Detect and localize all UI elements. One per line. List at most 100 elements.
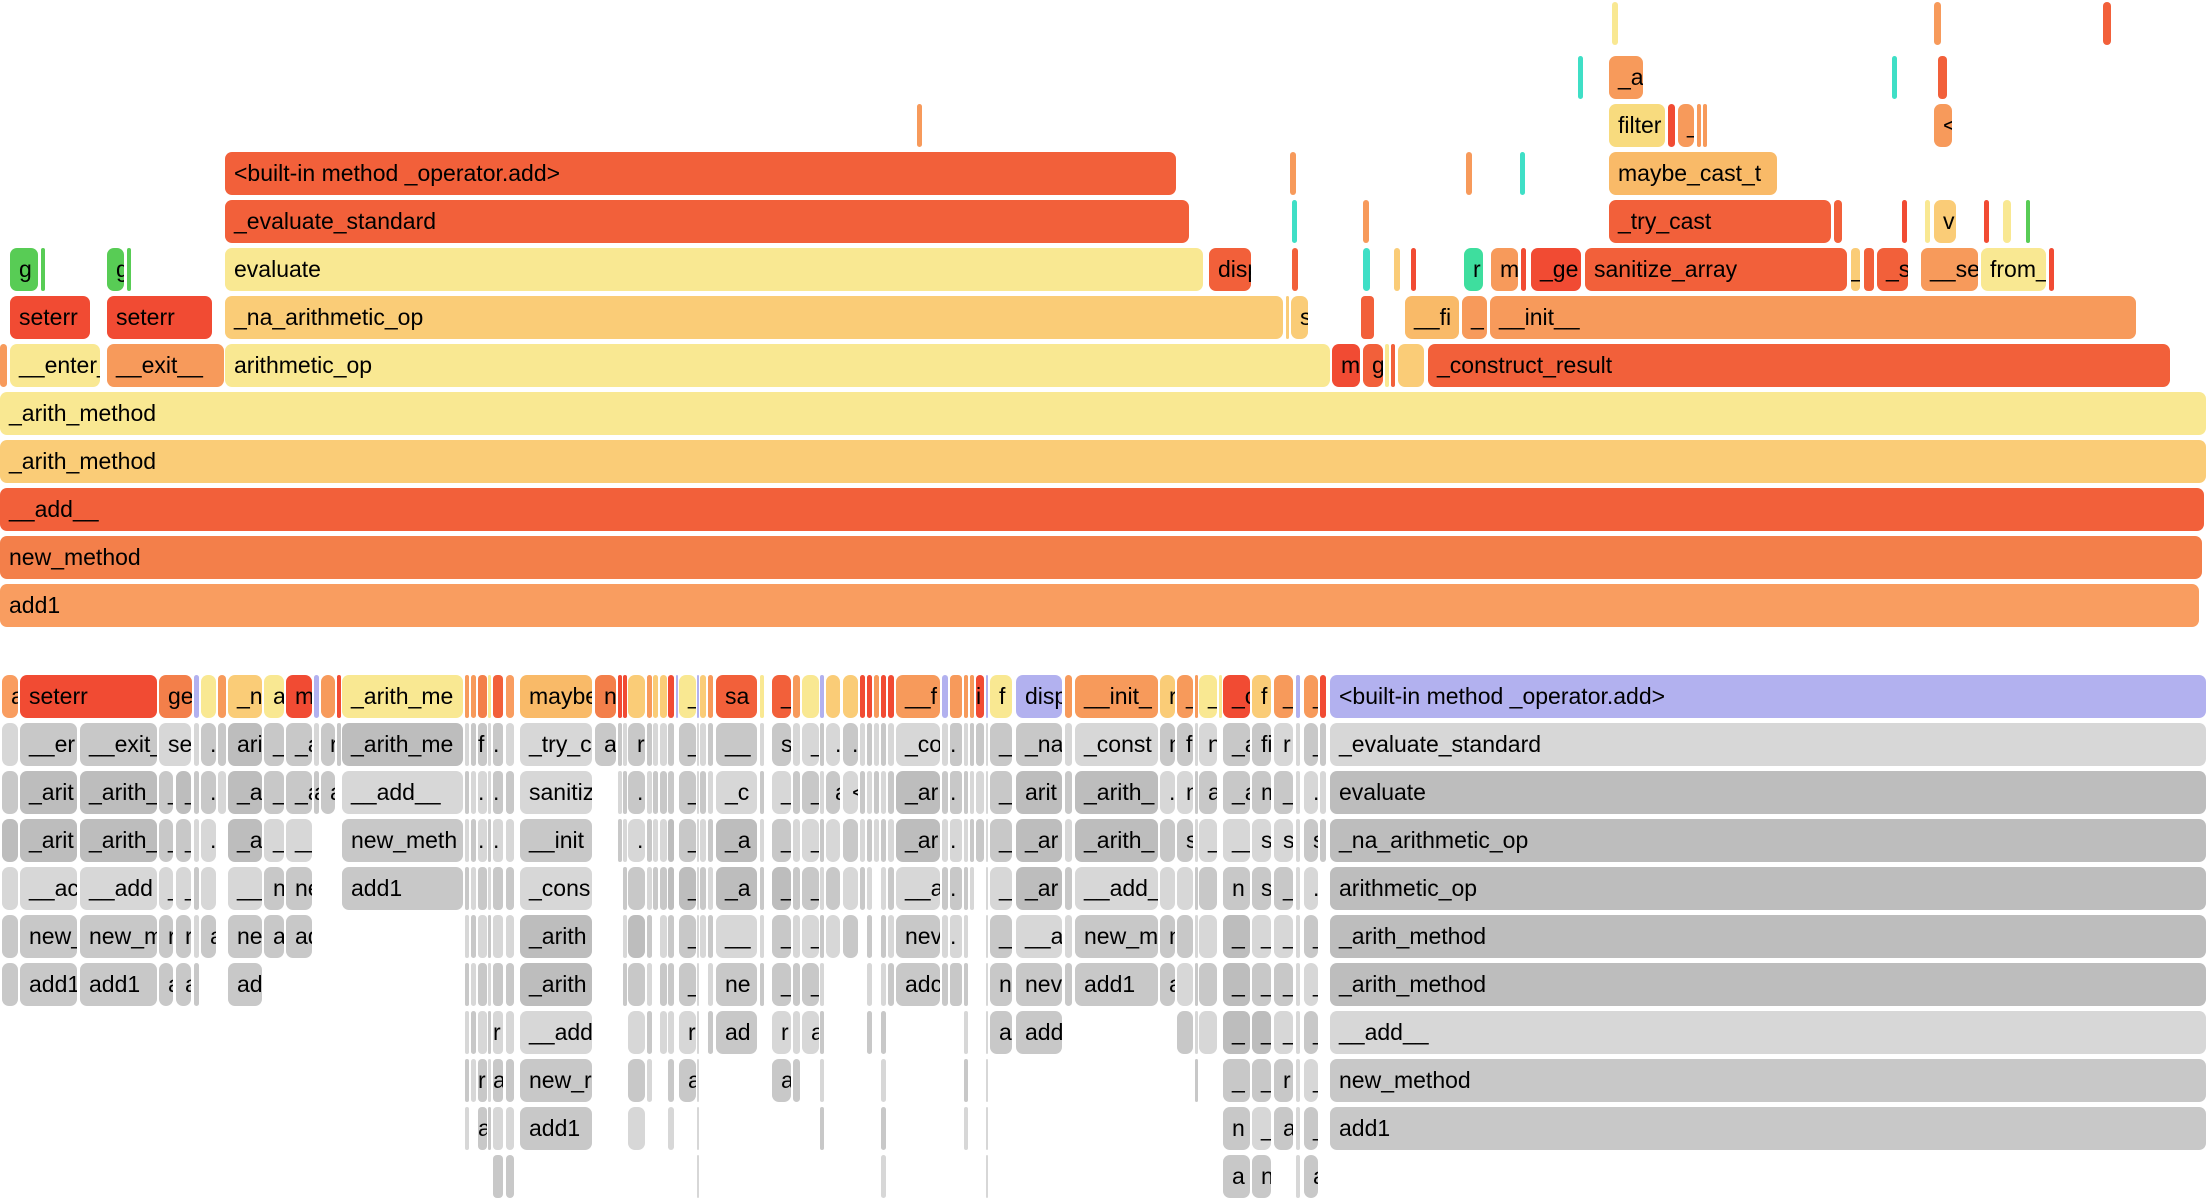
flame-frame-sliver[interactable] (793, 1011, 800, 1054)
flame-frame-sliver[interactable] (1199, 963, 1217, 1006)
flame-frame-sliver[interactable] (843, 915, 858, 958)
flame-frame-sliver[interactable] (660, 771, 667, 814)
flame-frame[interactable]: _arith (520, 963, 592, 1006)
flame-frame-sliver[interactable] (660, 675, 667, 718)
flame-frame[interactable]: _ar (1016, 819, 1062, 862)
flame-frame-sliver[interactable] (194, 723, 199, 766)
flame-frame[interactable]: a (595, 723, 616, 766)
flame-frame-sliver[interactable] (471, 723, 476, 766)
flame-frame[interactable]: s (1291, 296, 1308, 339)
flame-frame[interactable]: _cons (520, 867, 592, 910)
flame-frame-sliver[interactable] (1160, 867, 1175, 910)
flame-frame[interactable]: a (1160, 963, 1175, 1006)
flame-frame[interactable]: _ (1274, 963, 1293, 1006)
flame-frame-sliver[interactable] (888, 675, 894, 718)
flame-frame[interactable]: n (1199, 723, 1217, 766)
flame-frame-sliver[interactable] (201, 867, 216, 910)
flame-frame-sliver[interactable] (986, 1155, 988, 1198)
flame-frame[interactable]: r (478, 1059, 487, 1102)
flame-frame[interactable]: . (201, 723, 216, 766)
flame-frame-sliver[interactable] (1296, 1107, 1300, 1150)
flame-frame-sliver[interactable] (1195, 867, 1198, 910)
flame-frame-sliver[interactable] (668, 963, 674, 1006)
flame-frame[interactable]: <built-in method _operator.add> (1330, 675, 2206, 718)
flame-frame[interactable]: r (321, 723, 335, 766)
flame-frame-sliver[interactable] (964, 819, 968, 862)
flame-frame-sliver[interactable] (697, 675, 699, 718)
flame-frame-sliver[interactable] (471, 867, 476, 910)
flame-frame-sliver[interactable] (2, 723, 18, 766)
flame-frame[interactable]: ne (716, 963, 757, 1006)
flame-frame[interactable]: _ (1252, 1059, 1271, 1102)
flame-frame-sliver[interactable] (668, 915, 674, 958)
flame-frame-sliver[interactable] (471, 819, 476, 862)
flame-frame[interactable]: arithmetic_op (225, 344, 1330, 387)
flame-frame[interactable]: _ (1252, 963, 1271, 1006)
flame-frame-sliver[interactable] (1065, 723, 1072, 766)
flame-frame[interactable]: _ (1177, 675, 1193, 718)
flame-frame[interactable]: new_m (1075, 915, 1158, 958)
flame-frame-sliver[interactable] (2, 963, 18, 1006)
flame-frame-sliver[interactable] (1177, 963, 1193, 1006)
flame-frame-sliver[interactable] (826, 915, 840, 958)
flame-frame-sliver[interactable] (964, 675, 968, 718)
flame-frame[interactable]: maybe_cast_t (1609, 152, 1777, 195)
flame-frame-sliver[interactable] (0, 344, 7, 387)
flame-frame-sliver[interactable] (218, 723, 226, 766)
flame-frame[interactable]: __f (896, 675, 940, 718)
flame-frame-sliver[interactable] (867, 771, 872, 814)
flame-frame[interactable]: __ (716, 723, 757, 766)
flame-frame-sliver[interactable] (488, 675, 491, 718)
flame-frame[interactable]: nev (1016, 963, 1062, 1006)
flame-frame-sliver[interactable] (488, 1011, 491, 1054)
flame-frame[interactable]: _ (990, 915, 1012, 958)
flame-frame[interactable]: a (1274, 1107, 1293, 1150)
flame-frame[interactable]: _c (1223, 675, 1250, 718)
flame-frame-sliver[interactable] (881, 723, 886, 766)
flame-frame-sliver[interactable] (697, 867, 699, 910)
flame-frame-sliver[interactable] (708, 1011, 713, 1054)
flame-frame-sliver[interactable] (1065, 867, 1072, 910)
flame-frame[interactable]: arithmetic_op (1330, 867, 2206, 910)
flame-frame-sliver[interactable] (986, 1107, 988, 1150)
flame-frame[interactable]: new_ (20, 915, 77, 958)
flame-frame-sliver[interactable] (820, 915, 824, 958)
flame-frame-sliver[interactable] (1296, 963, 1300, 1006)
flame-frame[interactable]: __a (1016, 915, 1062, 958)
flame-frame-sliver[interactable] (867, 675, 872, 718)
flame-frame-sliver[interactable] (820, 1011, 824, 1054)
flame-frame[interactable]: _construct_result (1428, 344, 2170, 387)
flame-frame[interactable]: _ (1252, 1011, 1271, 1054)
flame-frame[interactable]: . (493, 771, 503, 814)
flame-frame[interactable]: ne (286, 867, 312, 910)
flame-frame-sliver[interactable] (826, 819, 840, 862)
flame-frame-sliver[interactable] (708, 819, 713, 862)
flame-frame[interactable]: ge (159, 675, 192, 718)
flame-frame[interactable]: _c (716, 771, 757, 814)
flame-frame-sliver[interactable] (708, 723, 713, 766)
flame-frame-sliver[interactable] (697, 771, 699, 814)
flame-frame-sliver[interactable] (465, 675, 469, 718)
flame-frame-sliver[interactable] (760, 675, 764, 718)
flame-frame[interactable]: _a (716, 819, 757, 862)
flame-frame-sliver[interactable] (623, 915, 627, 958)
flame-frame-sliver[interactable] (860, 675, 865, 718)
flame-frame-sliver[interactable] (194, 675, 199, 718)
flame-frame-sliver[interactable] (970, 771, 974, 814)
flame-frame-sliver[interactable] (194, 819, 199, 862)
flame-frame-sliver[interactable] (697, 915, 699, 958)
flame-frame-sliver[interactable] (194, 963, 199, 1006)
flame-frame[interactable]: _ (802, 771, 819, 814)
flame-frame-sliver[interactable] (660, 723, 667, 766)
flame-frame-sliver[interactable] (1520, 152, 1525, 195)
flame-frame-sliver[interactable] (1612, 2, 1618, 45)
flame-frame-sliver[interactable] (493, 867, 503, 910)
flame-frame[interactable]: _ (159, 819, 173, 862)
flame-frame-sliver[interactable] (488, 723, 491, 766)
flame-frame-sliver[interactable] (628, 1107, 645, 1150)
flame-frame[interactable]: ne (228, 915, 262, 958)
flame-frame[interactable]: a (802, 1011, 819, 1054)
flame-frame-sliver[interactable] (2, 771, 18, 814)
flame-frame[interactable]: _ar (896, 819, 940, 862)
flame-frame-sliver[interactable] (465, 915, 469, 958)
